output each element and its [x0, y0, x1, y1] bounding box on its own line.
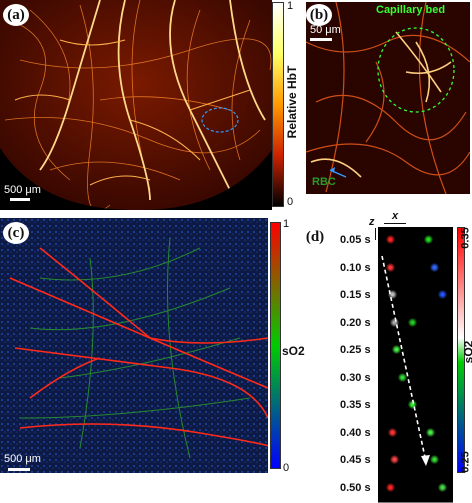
time-label: 0.50 s: [340, 482, 376, 494]
panel-d-colorbar-title: sO2: [461, 341, 472, 364]
capillary-bed-annotation: Capillary bed: [376, 4, 445, 16]
panel-a-scalebar: [10, 198, 30, 201]
time-label: 0.25 s: [340, 344, 376, 356]
panel-a-colorbar-top: 1: [287, 0, 293, 12]
panel-a-colorbar: [272, 2, 284, 207]
time-label: 0.05 s: [340, 234, 376, 246]
panel-a-colorbar-bottom: 0: [287, 196, 293, 208]
panel-d-axis-z: z: [369, 216, 375, 228]
panel-d-colorbar-bottom: 0.25: [460, 451, 472, 472]
panel-d-axis-x-line: [384, 223, 406, 224]
time-label: 0.20 s: [340, 317, 376, 329]
rbc-blob: [386, 483, 395, 492]
rbc-blob: [424, 235, 433, 244]
panel-c-colorbar: [270, 222, 281, 469]
panel-a-scale-text: 500 μm: [4, 184, 41, 196]
panel-c-colorbar-top: 1: [283, 218, 289, 230]
panel-c-colorbar-bottom: 0: [283, 462, 289, 474]
time-label: 0.40 s: [340, 427, 376, 439]
rbc-blob: [438, 483, 447, 492]
panel-b-scalebar: [310, 38, 332, 41]
panel-d-colorbar-top: 0.35: [460, 227, 472, 248]
rbc-annotation: RBC: [312, 176, 336, 188]
time-frame: [378, 475, 453, 503]
panel-c-scalebar: [8, 468, 30, 471]
time-label: 0.10 s: [340, 262, 376, 274]
panel-c-scale-text: 500 μm: [4, 453, 41, 465]
panel-d-axis-x: x: [392, 210, 398, 222]
panel-c-label: (c): [3, 222, 29, 244]
panel-c-image: [0, 218, 268, 473]
time-label: 0.15 s: [340, 289, 376, 301]
rbc-blob: [386, 235, 395, 244]
time-label: 0.30 s: [340, 372, 376, 384]
time-label: 0.35 s: [340, 399, 376, 411]
panel-b-label: (b): [306, 4, 332, 26]
panel-a-label: (a): [3, 4, 29, 26]
panel-a-image: [0, 0, 272, 210]
panel-b-scale-text: 50 μm: [310, 24, 341, 36]
panel-c-colorbar-title: sO2: [282, 344, 305, 358]
panel-a-colorbar-title: Relative HbT: [285, 62, 299, 142]
panel-d-label: (d): [302, 226, 328, 248]
panel-d-trajectory-arrow: [378, 252, 453, 474]
time-label: 0.45 s: [340, 454, 376, 466]
